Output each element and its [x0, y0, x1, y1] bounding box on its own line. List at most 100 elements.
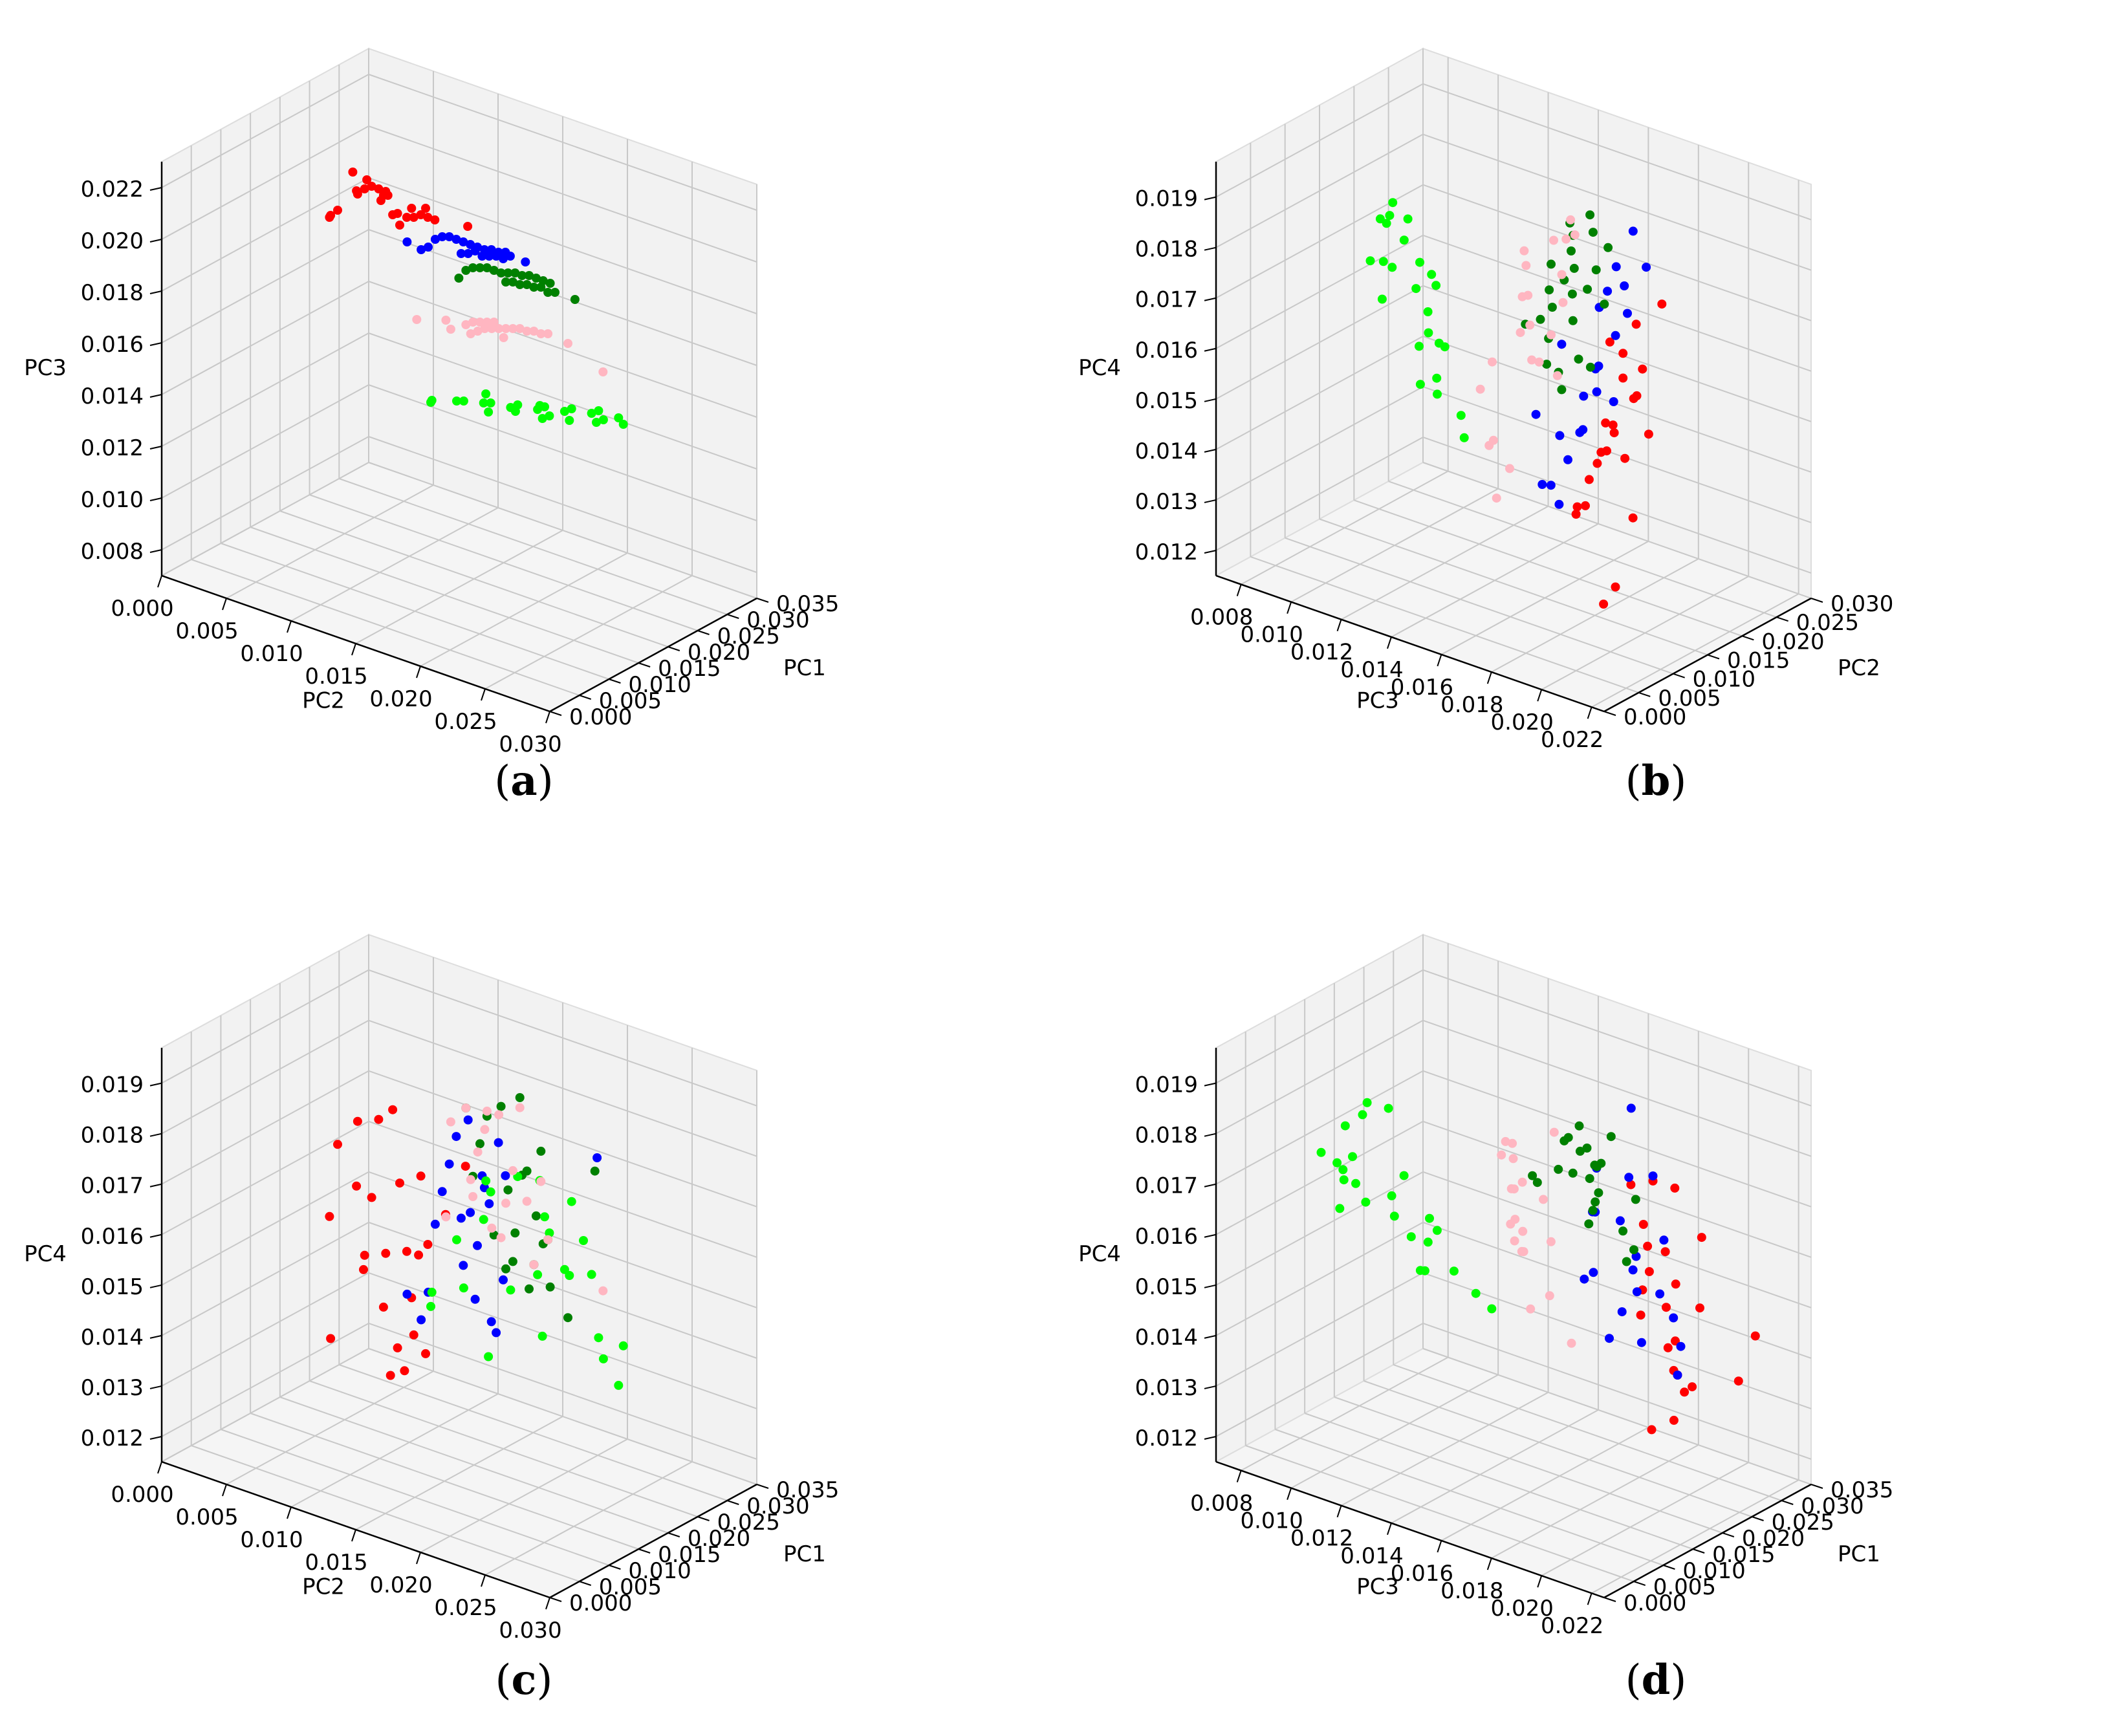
point-blue [417, 245, 426, 254]
point-lime [545, 1228, 554, 1238]
tick-mark [222, 1484, 227, 1497]
y-tick-label: 0.000 [111, 1482, 173, 1508]
point-pink [1519, 246, 1529, 255]
point-darkgreen [525, 271, 534, 280]
point-darkgreen [590, 1166, 600, 1176]
grid-line [1215, 969, 1424, 1084]
grid-line [368, 74, 757, 211]
grid-line [1440, 1427, 1649, 1541]
point-lime [1433, 389, 1442, 399]
point-blue [424, 243, 433, 252]
grid-line [1422, 385, 1812, 523]
point-red [1609, 428, 1619, 438]
point-pink [482, 1106, 492, 1116]
z-tick-label: 0.014 [81, 1325, 144, 1351]
grid-line [1354, 499, 1743, 637]
chart-c: 0.0000.0050.0100.0150.0200.0250.0300.000… [24, 933, 839, 1644]
grid-line [1391, 523, 1599, 638]
point-red [402, 213, 411, 222]
point-red [1671, 1336, 1680, 1346]
point-darkgreen [482, 263, 492, 272]
tick-mark [1437, 654, 1442, 667]
point-darkgreen [522, 280, 532, 289]
grid-line [368, 229, 757, 366]
point-lime [1348, 1152, 1357, 1162]
grid-line [1491, 558, 1699, 673]
point-darkgreen [468, 263, 478, 272]
grid-line [368, 177, 757, 314]
tick-mark [1781, 1500, 1794, 1505]
point-lime [538, 1331, 547, 1341]
z-tick-label: 0.015 [1135, 1274, 1198, 1300]
point-red [395, 221, 404, 230]
chart-d: 0.0080.0100.0120.0140.0160.0180.0200.022… [1078, 933, 1893, 1639]
point-darkgreen [1594, 1188, 1603, 1198]
point-lime [427, 1287, 437, 1297]
z-tick-label: 0.016 [1135, 338, 1198, 363]
grid-line [161, 177, 369, 292]
point-blue [1617, 1307, 1627, 1317]
point-blue [484, 1199, 494, 1209]
point-blue [1620, 281, 1629, 290]
point-pink [468, 318, 478, 327]
grid-line [1215, 1120, 1424, 1235]
tick-mark [1204, 297, 1217, 301]
tick-mark [149, 446, 162, 450]
point-darkgreen [1568, 1168, 1578, 1178]
point-red [1688, 1382, 1697, 1392]
point-red [360, 184, 369, 193]
point-pink [461, 320, 471, 329]
tick-mark [149, 1284, 162, 1288]
z-tick-label: 0.013 [1135, 1375, 1198, 1401]
point-red [376, 196, 386, 205]
point-blue [1655, 1289, 1665, 1299]
tick-mark [726, 614, 739, 619]
point-lime [1378, 257, 1388, 266]
point-blue [1642, 263, 1651, 272]
point-lime [587, 409, 596, 418]
point-lime [1387, 263, 1397, 272]
point-blue [444, 232, 454, 241]
point-lime [1403, 214, 1413, 224]
point-blue [430, 1219, 440, 1229]
grid-line [368, 332, 757, 470]
point-darkgreen [517, 271, 527, 280]
point-darkgreen [545, 279, 555, 288]
point-blue [1669, 1313, 1679, 1323]
point-pink [1557, 270, 1567, 279]
tick-mark [157, 575, 162, 588]
point-blue [1609, 397, 1618, 406]
point-pink [446, 325, 455, 334]
point-darkgreen [531, 1211, 541, 1221]
z-tick-label: 0.012 [1135, 1426, 1198, 1451]
x-axis-label: PC2 [1838, 655, 1880, 681]
tick-mark [1287, 1488, 1292, 1500]
x-tick-label: 0.030 [1801, 1493, 1864, 1519]
grid-line [1215, 285, 1424, 400]
axes-c: 0.0000.0050.0100.0150.0200.0250.0300.000… [24, 933, 839, 1644]
grid-line [1215, 83, 1424, 198]
grid-line [1215, 1171, 1424, 1286]
point-lime [1423, 307, 1433, 316]
point-blue [1611, 262, 1621, 272]
point-lime [1316, 1147, 1326, 1157]
grid-line [368, 1019, 757, 1157]
point-blue [1580, 1274, 1589, 1284]
point-blue [1579, 391, 1589, 401]
point-lime [1384, 1103, 1393, 1113]
point-red [1647, 1425, 1657, 1435]
point-red [333, 1140, 342, 1149]
point-pink [1518, 1226, 1528, 1236]
point-blue [1659, 1235, 1669, 1245]
z-tick-label: 0.017 [1135, 287, 1198, 313]
grid-line [1215, 133, 1424, 248]
x-axis-line [1603, 1483, 1812, 1599]
z-tick-label: 0.017 [81, 1173, 144, 1199]
tick-mark [545, 1597, 550, 1610]
point-darkgreen [1574, 354, 1583, 364]
tick-mark [1638, 691, 1651, 697]
tick-mark [756, 598, 769, 603]
point-red [1626, 1180, 1636, 1189]
point-lime [1427, 270, 1437, 279]
point-lime [1425, 1213, 1434, 1223]
